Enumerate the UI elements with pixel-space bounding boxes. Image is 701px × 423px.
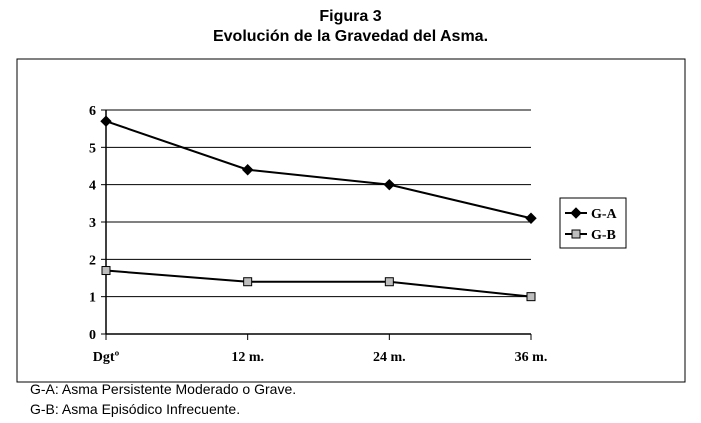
series-line-g-a xyxy=(105,120,532,220)
y-tick-label: 3 xyxy=(89,216,96,231)
figure-subtitle: Evolución de la Gravedad del Asma. xyxy=(212,28,489,45)
x-tick-label: Dgtº xyxy=(93,350,120,365)
x-tick-label: 12 m. xyxy=(231,350,264,365)
caption-g-a: G-A: Asma Persistente Moderado o Grave. xyxy=(30,381,297,397)
point-g-b xyxy=(243,277,253,287)
point-legend-g-b xyxy=(571,229,581,239)
point-g-b xyxy=(384,277,394,287)
y-tick-label: 2 xyxy=(89,253,96,268)
point-g-a xyxy=(241,164,254,176)
point-g-a xyxy=(525,212,537,224)
series-line-g-b xyxy=(105,269,532,298)
point-g-a xyxy=(100,115,112,127)
series-g-a xyxy=(100,115,537,224)
legend-box xyxy=(559,197,627,249)
y-tick-label: 0 xyxy=(89,328,96,343)
series-g-b xyxy=(101,266,536,302)
chart-area-border xyxy=(16,58,686,383)
x-tick-label: 36 m. xyxy=(515,350,548,365)
y-tick-label: 5 xyxy=(89,141,96,156)
axes: 0 1 2 3 4 5 6 Dgtº 12 m. 24 m. 36 m. xyxy=(89,104,547,365)
point-g-b xyxy=(101,266,111,276)
y-tick-label: 1 xyxy=(89,291,96,306)
point-g-a xyxy=(383,178,396,191)
y-tick-label: 6 xyxy=(89,104,96,119)
grid-lines xyxy=(106,109,531,298)
point-g-b xyxy=(526,292,536,302)
legend-label-g-a: G-A xyxy=(591,207,618,222)
x-tick-label: 24 m. xyxy=(373,350,406,365)
legend-label-g-b: G-B xyxy=(591,228,616,243)
caption-g-b: G-B: Asma Episódico Infrecuente. xyxy=(30,401,241,417)
y-tick-label: 4 xyxy=(89,179,96,194)
point-legend-g-a xyxy=(570,207,582,219)
series-lines xyxy=(100,115,537,302)
figure-title: Figura 3 xyxy=(319,8,382,25)
legend: G-A G-B xyxy=(559,197,627,249)
